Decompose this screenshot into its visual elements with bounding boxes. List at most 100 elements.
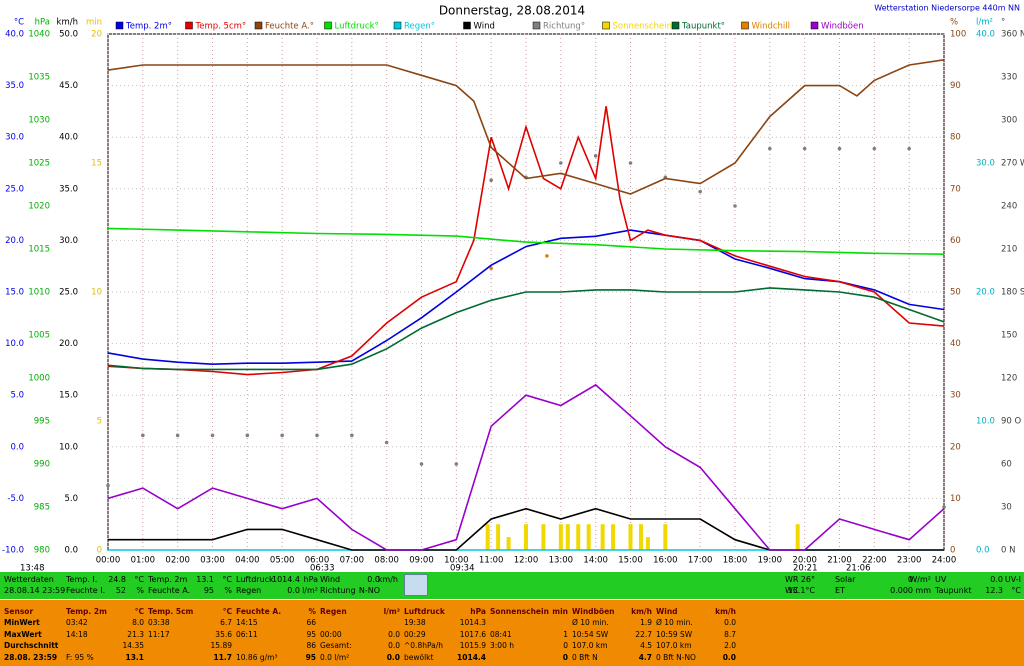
- cell-value: 0: [563, 641, 568, 650]
- legend-swatch: [324, 21, 332, 30]
- status-text: Richtung: [320, 586, 356, 595]
- status-text: 95: [203, 586, 214, 595]
- cell-value: 1014.4: [457, 652, 486, 662]
- cell-value: °C: [134, 607, 144, 616]
- legend-label: Taupunkt°: [681, 22, 725, 32]
- series-bar: [611, 524, 616, 550]
- cell-label: Luftdruck: [404, 607, 445, 616]
- series-line: [107, 229, 945, 366]
- x-tick-label: 03:00: [200, 556, 225, 566]
- y-tick-label: 0.0: [976, 546, 990, 556]
- y-tick-label: 20.0: [5, 236, 24, 246]
- x-tick-label: 18:00: [723, 556, 748, 566]
- status-text: Wind: [320, 575, 341, 584]
- cell-label: ^0.8hPa/h: [404, 641, 444, 650]
- y-tick-label: 35.0: [5, 81, 24, 91]
- cell-value: 6.7: [220, 618, 232, 627]
- table-cell: 14.35: [66, 641, 144, 652]
- status-text: km/h: [377, 575, 398, 584]
- table-cell: 0 Bft N 4.7: [572, 653, 652, 664]
- y-tick-label: -5.0: [7, 494, 24, 504]
- series-point: [384, 440, 389, 445]
- legend-swatch: [115, 21, 124, 30]
- table-cell: 28.08. 23:59: [4, 653, 62, 664]
- table-cell: Regen l/m²: [320, 607, 400, 618]
- table-cell: Durchschnitt: [4, 641, 62, 652]
- y-tick-label: 20: [950, 442, 961, 452]
- series-point: [280, 433, 284, 438]
- series-point: [593, 154, 598, 158]
- y-tick-label: 990: [34, 460, 50, 470]
- table-cell: bewölkt 1014.4: [404, 653, 486, 664]
- cell-label: 0.0 l/m²: [320, 652, 350, 662]
- y-tick-label: 10: [91, 288, 102, 298]
- x-tick-label: 01:00: [131, 556, 156, 566]
- legend-label: Feuchte A.°: [265, 22, 314, 32]
- cell-label: 00:00: [320, 629, 342, 639]
- series-line: [107, 227, 945, 255]
- series-bar: [558, 524, 563, 550]
- y-tick-label: 0.0: [10, 442, 24, 452]
- series-bar: [628, 524, 633, 550]
- legend-label: Windböen: [821, 22, 864, 32]
- cell-value: 66: [306, 618, 316, 627]
- table-cell: Sonnenschein min: [490, 607, 568, 618]
- table-cell: MinWert: [4, 618, 62, 629]
- y-tick-label: 20.0: [976, 288, 995, 298]
- status-text: 12.3: [985, 586, 1003, 595]
- table-cell: 10.86 g/m³ 95: [236, 653, 316, 664]
- y-tick-label: -10.0: [2, 546, 24, 556]
- table-cell: Temp. 5cm °C: [148, 607, 232, 618]
- status-text: Taupunkt: [935, 586, 972, 595]
- x-tick-label: 09:00: [409, 556, 434, 566]
- y-tick-label: 0 N: [1001, 546, 1015, 556]
- cell-value: 8.7: [724, 629, 736, 639]
- series-point: [698, 189, 702, 194]
- axis-title: hPa: [35, 18, 50, 28]
- series-point: [489, 178, 493, 182]
- legend-swatch: [602, 21, 610, 30]
- summary-table: Sensor Temp. 2m °C Temp. 5cm °C Feuchte A.% Re…: [0, 600, 1024, 666]
- series-line: [107, 59, 945, 195]
- cell-label: Feuchte A.: [236, 607, 282, 616]
- cell-label: Wind: [656, 607, 678, 616]
- y-tick-label: 1000: [28, 374, 50, 384]
- series-bar: [565, 524, 570, 550]
- annotation: 21:06: [846, 564, 871, 573]
- y-tick-label: 0: [950, 546, 955, 556]
- legend-label: Sonnenschein°: [613, 22, 677, 32]
- x-tick-label: 12:00: [514, 556, 539, 566]
- x-tick-label: 07:00: [340, 556, 365, 566]
- status-text: Regen: [236, 586, 262, 595]
- table-cell: Ø 10 min. 1.9: [572, 618, 652, 629]
- y-tick-label: 30: [950, 391, 961, 401]
- status-text: WR: [785, 575, 799, 584]
- cell-value: 21.3: [127, 629, 144, 639]
- table-cell: 10:59 SW 8.7: [656, 630, 736, 641]
- table-cell: 03:38 6.7: [148, 618, 232, 629]
- x-tick-label: 10:00: [444, 556, 469, 566]
- y-tick-label: 985: [34, 503, 50, 513]
- legend-label: Temp. 2m°: [125, 22, 172, 32]
- y-tick-label: 25.0: [59, 288, 78, 298]
- table-cell: 0: [490, 653, 568, 664]
- y-tick-label: 70: [950, 184, 961, 194]
- cell-label: Sonnenschein: [490, 607, 549, 616]
- cell-label: F: 95 %: [66, 652, 94, 662]
- cell-value: 0.0: [388, 641, 400, 650]
- cell-value: 14.35: [122, 641, 144, 650]
- table-cell: Luftdruck hPa: [404, 607, 486, 618]
- series-point: [628, 161, 633, 165]
- status-text: ET: [835, 586, 845, 595]
- status-text: °C: [134, 575, 144, 584]
- y-tick-label: 0.0: [64, 546, 78, 556]
- y-tick-label: 1005: [28, 331, 50, 341]
- cell-label: 0 Bft N-NO: [656, 652, 696, 662]
- x-tick-label: 21:00: [827, 556, 852, 566]
- cell-label: 03:42: [66, 618, 88, 627]
- y-tick-label: 30.0: [976, 159, 995, 169]
- y-tick-label: 90 O: [1001, 417, 1022, 427]
- cell-value: 0.0: [722, 652, 736, 662]
- series-bar: [485, 524, 490, 550]
